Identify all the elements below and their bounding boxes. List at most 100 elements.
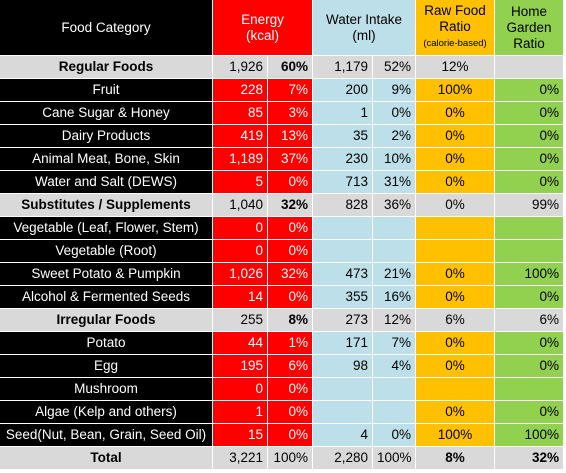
- table-row: Vegetable (Root) 0 0%: [0, 240, 564, 263]
- water-ml: 713: [313, 171, 373, 194]
- table-row: Egg 195 6% 98 4% 0% 0%: [0, 355, 564, 378]
- raw-food-ratio: [416, 378, 495, 401]
- energy-percent: 0%: [268, 424, 313, 447]
- header-home-garden-ratio: Home Garden Ratio: [495, 0, 564, 56]
- raw-food-ratio: 0%: [416, 401, 495, 424]
- energy-percent: 8%: [268, 309, 313, 332]
- home-garden-ratio: 0%: [495, 286, 564, 309]
- energy-kcal: 195: [213, 355, 268, 378]
- group-row: Substitutes / Supplements 1,040 32% 828 …: [0, 194, 564, 217]
- water-ml: 230: [313, 148, 373, 171]
- water-percent: 7%: [373, 332, 416, 355]
- energy-percent: 1%: [268, 332, 313, 355]
- water-percent: 4%: [373, 355, 416, 378]
- energy-kcal: 1: [213, 401, 268, 424]
- table-row: Cane Sugar & Honey 85 3% 1 0% 0% 0%: [0, 102, 564, 125]
- home-garden-ratio: 0%: [495, 148, 564, 171]
- home-garden-ratio: [495, 240, 564, 263]
- category-name: Irregular Foods: [0, 309, 213, 332]
- energy-kcal: 0: [213, 217, 268, 240]
- energy-kcal: 85: [213, 102, 268, 125]
- group-row: Regular Foods 1,926 60% 1,179 52% 12%: [0, 56, 564, 79]
- raw-food-ratio: 8%: [416, 447, 495, 470]
- energy-kcal: 255: [213, 309, 268, 332]
- raw-food-ratio: 0%: [416, 286, 495, 309]
- energy-percent: 32%: [268, 263, 313, 286]
- water-ml: 1,179: [313, 56, 373, 79]
- energy-kcal: 228: [213, 79, 268, 102]
- water-percent: 100%: [373, 447, 416, 470]
- energy-kcal: 0: [213, 378, 268, 401]
- category-name: Water and Salt (DEWS): [0, 171, 213, 194]
- energy-kcal: 1,040: [213, 194, 268, 217]
- header-raw-food-ratio: Raw Food Ratio (calorie-based): [416, 0, 495, 56]
- water-ml: 2,280: [313, 447, 373, 470]
- category-name: Animal Meat, Bone, Skin: [0, 148, 213, 171]
- category-name: Cane Sugar & Honey: [0, 102, 213, 125]
- energy-kcal: 14: [213, 286, 268, 309]
- water-percent: 21%: [373, 263, 416, 286]
- raw-food-ratio: 0%: [416, 102, 495, 125]
- category-name: Algae (Kelp and others): [0, 401, 213, 424]
- energy-percent: 100%: [268, 447, 313, 470]
- table-row: Algae (Kelp and others) 1 0% 0% 0%: [0, 401, 564, 424]
- water-ml: [313, 240, 373, 263]
- home-garden-ratio: [495, 217, 564, 240]
- energy-kcal: 15: [213, 424, 268, 447]
- table-row: Mushroom 0 0%: [0, 378, 564, 401]
- home-garden-ratio: 6%: [495, 309, 564, 332]
- header-food-category: Food Category: [0, 0, 213, 56]
- energy-percent: 37%: [268, 148, 313, 171]
- raw-food-ratio: 0%: [416, 194, 495, 217]
- home-garden-ratio: 0%: [495, 171, 564, 194]
- raw-food-ratio: 100%: [416, 79, 495, 102]
- home-garden-ratio: [495, 56, 564, 79]
- table-row: Fruit 228 7% 200 9% 100% 0%: [0, 79, 564, 102]
- water-ml: 171: [313, 332, 373, 355]
- energy-kcal: 0: [213, 240, 268, 263]
- raw-food-ratio: 0%: [416, 125, 495, 148]
- water-ml: 1: [313, 102, 373, 125]
- energy-percent: 3%: [268, 102, 313, 125]
- raw-food-ratio: 0%: [416, 332, 495, 355]
- energy-percent: 7%: [268, 79, 313, 102]
- table-row: Seed(Nut, Bean, Grain, Seed Oil) 15 0% 4…: [0, 424, 564, 447]
- category-name: Fruit: [0, 79, 213, 102]
- table-row: Sweet Potato & Pumpkin 1,026 32% 473 21%…: [0, 263, 564, 286]
- table-row: Potato 44 1% 171 7% 0% 0%: [0, 332, 564, 355]
- header-energy: Energy (kcal): [213, 0, 313, 56]
- water-ml: 35: [313, 125, 373, 148]
- home-garden-ratio: 99%: [495, 194, 564, 217]
- raw-food-ratio: 0%: [416, 148, 495, 171]
- water-ml: [313, 378, 373, 401]
- energy-kcal: 1,026: [213, 263, 268, 286]
- water-percent: 12%: [373, 309, 416, 332]
- water-percent: 52%: [373, 56, 416, 79]
- raw-food-ratio: 12%: [416, 56, 495, 79]
- raw-food-ratio: 100%: [416, 424, 495, 447]
- water-percent: 0%: [373, 102, 416, 125]
- energy-percent: 60%: [268, 56, 313, 79]
- table-row: Dairy Products 419 13% 35 2% 0% 0%: [0, 125, 564, 148]
- home-garden-ratio: 0%: [495, 125, 564, 148]
- home-garden-ratio: 0%: [495, 332, 564, 355]
- category-name: Vegetable (Root): [0, 240, 213, 263]
- table-row: Vegetable (Leaf, Flower, Stem) 0 0%: [0, 217, 564, 240]
- water-percent: 36%: [373, 194, 416, 217]
- energy-percent: 0%: [268, 217, 313, 240]
- energy-percent: 32%: [268, 194, 313, 217]
- water-percent: 0%: [373, 424, 416, 447]
- water-ml: 98: [313, 355, 373, 378]
- home-garden-ratio: 100%: [495, 424, 564, 447]
- category-name: Vegetable (Leaf, Flower, Stem): [0, 217, 213, 240]
- water-percent: 9%: [373, 79, 416, 102]
- energy-percent: 0%: [268, 401, 313, 424]
- energy-kcal: 5: [213, 171, 268, 194]
- water-ml: [313, 217, 373, 240]
- raw-food-ratio: [416, 217, 495, 240]
- water-percent: [373, 378, 416, 401]
- header-row: Food Category Energy (kcal) Water Intake(…: [0, 0, 564, 56]
- home-garden-ratio: 0%: [495, 79, 564, 102]
- category-name: Mushroom: [0, 378, 213, 401]
- energy-kcal: 1,189: [213, 148, 268, 171]
